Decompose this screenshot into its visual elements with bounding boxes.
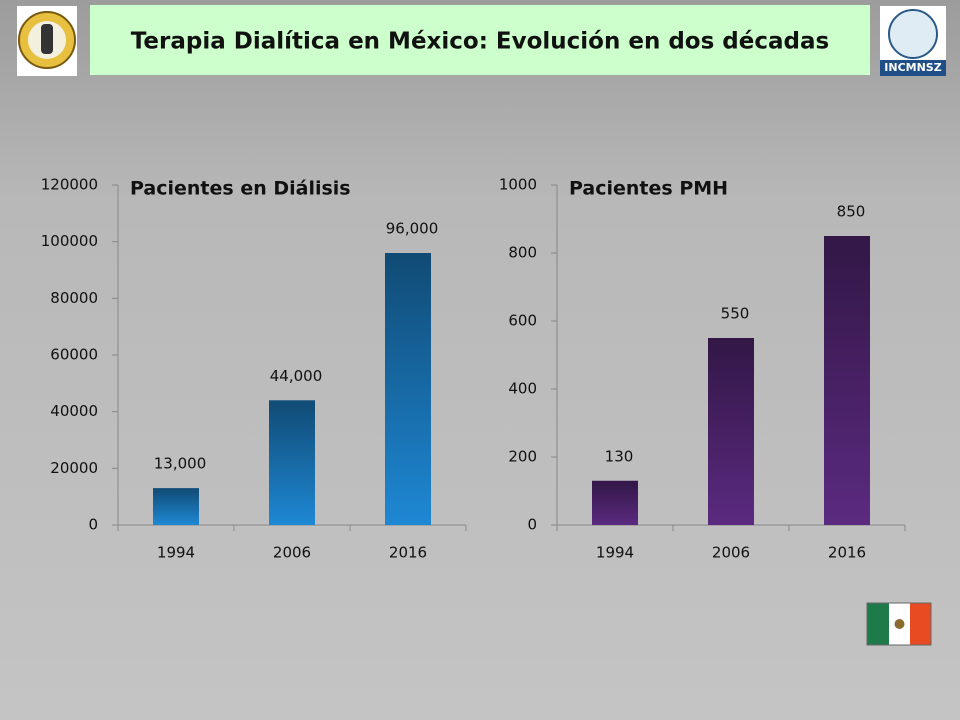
bar xyxy=(708,338,754,525)
data-label: 44,000 xyxy=(270,367,323,385)
y-tick-label: 40000 xyxy=(50,402,98,420)
y-tick-label: 400 xyxy=(508,380,537,398)
logo-text: INCMNSZ xyxy=(884,61,941,74)
bar xyxy=(269,400,315,525)
data-label: 130 xyxy=(605,447,634,465)
y-tick-label: 1000 xyxy=(499,176,537,194)
data-label: 13,000 xyxy=(154,455,207,473)
bar xyxy=(153,488,199,525)
y-tick-label: 100000 xyxy=(41,232,98,250)
y-tick-label: 80000 xyxy=(50,289,98,307)
mexican-flag xyxy=(866,602,932,646)
y-tick-label: 200 xyxy=(508,448,537,466)
x-tick-label: 2016 xyxy=(828,544,866,562)
y-tick-label: 0 xyxy=(88,516,98,534)
slide-title: Terapia Dialítica en México: Evolución e… xyxy=(131,29,829,55)
x-tick-label: 2006 xyxy=(273,544,311,562)
x-tick-label: 1994 xyxy=(157,544,195,562)
data-label: 96,000 xyxy=(386,220,439,238)
chart-title: Pacientes en Diálisis xyxy=(130,178,351,200)
right-logo: INCMNSZ xyxy=(880,6,946,76)
y-tick-label: 600 xyxy=(508,312,537,330)
y-tick-label: 20000 xyxy=(50,459,98,477)
bar xyxy=(824,236,870,525)
bar xyxy=(592,480,638,525)
x-tick-label: 2016 xyxy=(389,544,427,562)
data-label: 850 xyxy=(837,203,866,221)
x-tick-label: 1994 xyxy=(596,544,634,562)
y-tick-label: 0 xyxy=(527,516,537,534)
chart-title: Pacientes PMH xyxy=(569,178,728,200)
x-tick-label: 2006 xyxy=(712,544,750,562)
bar xyxy=(385,253,431,525)
left-logo xyxy=(17,6,77,76)
y-tick-label: 800 xyxy=(508,244,537,262)
y-tick-label: 60000 xyxy=(50,346,98,364)
y-tick-label: 120000 xyxy=(41,176,98,194)
title-box xyxy=(90,5,870,75)
data-label: 550 xyxy=(721,305,750,323)
